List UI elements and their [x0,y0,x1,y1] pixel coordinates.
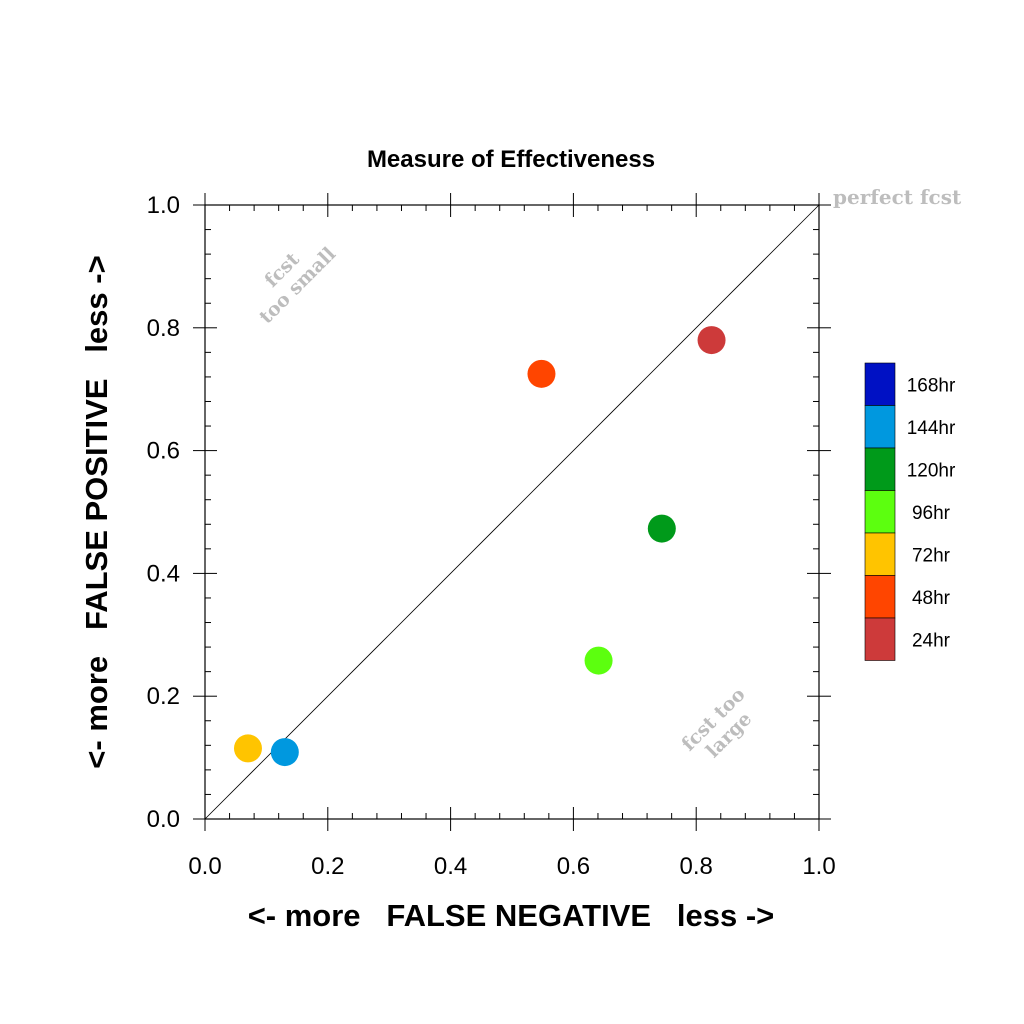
legend: 168hr 144hr 120hr 96hr 72hr 48hr 24hr [864,362,956,661]
axes-layer: 0.0 0.2 0.4 0.6 0.8 1.0 0.0 0.2 0.4 0.6 0.8 1.0 [147,192,836,880]
annotations-layer: Measure of Effectiveness perfect fcst fc… [255,146,962,762]
legend-label-72hr: 72hr [912,545,951,566]
legend-swatch-24hr [864,617,896,661]
y-axis-label: <- more FALSE POSITIVE less -> [79,255,114,768]
diagonal-reference-line [204,204,820,820]
x-tick-label: 0.8 [680,853,713,880]
points-layer [233,326,726,767]
data-point-48hr [527,359,556,388]
legend-label-120hr: 120hr [907,460,956,481]
legend-swatch-168hr [864,362,896,406]
y-tick-label: 0.8 [147,315,180,342]
data-point-120hr [647,514,676,543]
y-tick-label: 1.0 [147,192,180,219]
legend-label-24hr: 24hr [912,630,951,651]
y-tick-label: 0.6 [147,438,180,465]
annotation-too-large: fcst too large [677,683,756,762]
data-point-72hr [233,734,262,763]
annotation-too-small: fcst too small [255,243,340,328]
x-tick-label: 0.0 [188,853,221,880]
legend-swatch-120hr [864,447,896,491]
x-tick-label: 0.2 [311,853,344,880]
legend-label-48hr: 48hr [912,588,951,609]
x-tick-label: 0.6 [557,853,590,880]
legend-label-144hr: 144hr [907,418,956,439]
y-tick-label: 0.0 [147,806,180,833]
annotation-perfect-fcst: perfect fcst [833,185,962,209]
y-tick-label: 0.4 [147,560,180,587]
annotation-too-small-line2: too small [255,243,340,328]
legend-label-168hr: 168hr [907,375,956,396]
data-point-144hr [270,738,299,767]
data-point-96hr [584,646,613,675]
legend-swatch-72hr [864,532,896,576]
plot-frame [204,204,820,820]
legend-label-96hr: 96hr [912,503,951,524]
x-tick-label: 0.4 [434,853,467,880]
legend-swatch-48hr [864,575,896,619]
chart-title: Measure of Effectiveness [367,146,655,173]
legend-swatch-144hr [864,405,896,449]
data-point-24hr [697,326,726,355]
y-tick-label: 0.2 [147,683,180,710]
x-tick-label: 1.0 [802,853,835,880]
x-axis-label: <- more FALSE NEGATIVE less -> [248,898,775,933]
legend-swatch-96hr [864,490,896,534]
